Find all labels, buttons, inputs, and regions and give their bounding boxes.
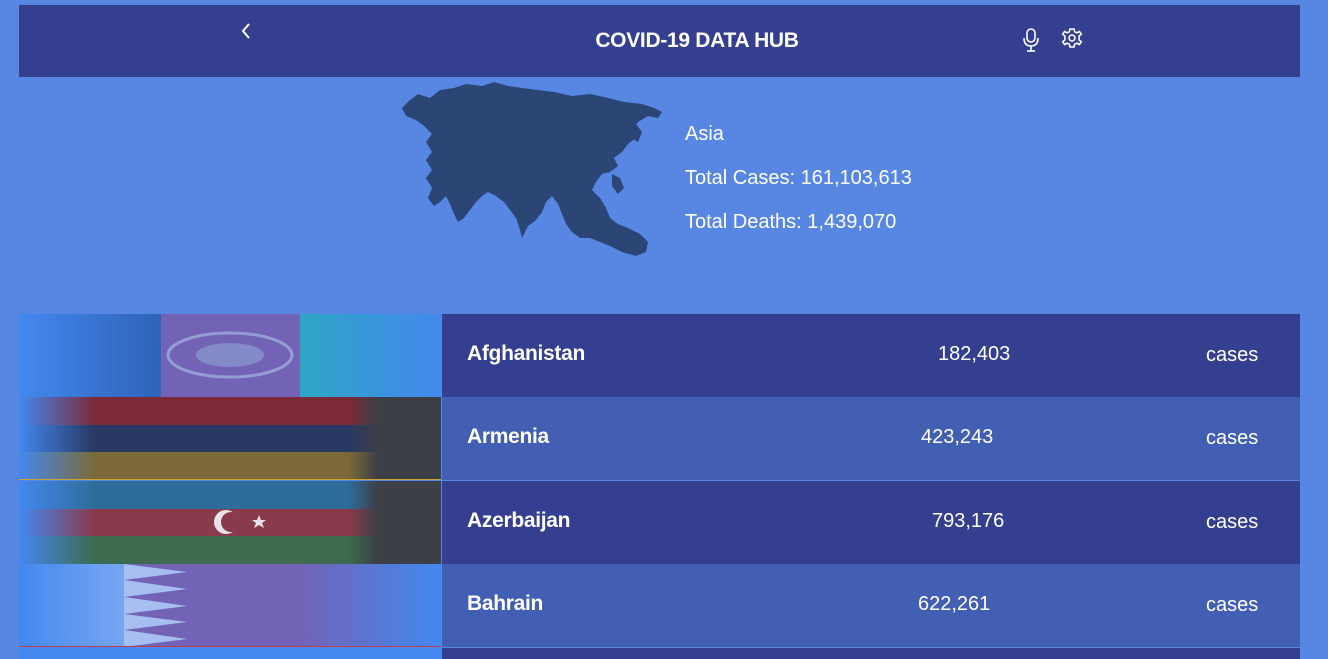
gear-icon <box>1061 28 1083 48</box>
flag-bahrain <box>19 564 441 647</box>
asia-map-icon <box>402 82 662 256</box>
country-info: Azerbaijan 793,176 cases <box>442 481 1300 564</box>
chevron-left-icon <box>241 23 250 39</box>
region-map <box>396 78 668 278</box>
microphone-icon <box>1023 28 1039 52</box>
country-row-bahrain[interactable]: Bahrain 622,261 cases <box>19 564 1300 647</box>
case-count: 423,243 <box>921 426 994 448</box>
country-row-azerbaijan[interactable]: Azerbaijan 793,176 cases <box>19 481 1300 564</box>
cases-label: cases <box>1206 511 1259 533</box>
country-row-afghanistan[interactable]: Afghanistan 182,403 cases <box>19 314 1300 397</box>
country-name: Afghanistan <box>467 342 586 365</box>
total-cases: Total Cases: 161,103,613 <box>685 167 912 189</box>
flag-azerbaijan <box>19 481 441 564</box>
total-deaths: Total Deaths: 1,439,070 <box>685 211 897 233</box>
flag-partial <box>19 648 441 659</box>
case-count: 622,261 <box>918 593 991 615</box>
region-summary: Asia Total Cases: 161,103,613 Total Deat… <box>685 112 912 244</box>
cases-label: cases <box>1206 594 1259 616</box>
case-count: 793,176 <box>932 510 1005 532</box>
cases-label: cases <box>1206 427 1259 449</box>
flag-afghanistan <box>19 314 441 397</box>
country-name: Bahrain <box>467 592 544 615</box>
country-row-armenia[interactable]: Armenia 423,243 cases <box>19 397 1300 480</box>
back-button[interactable] <box>237 19 257 43</box>
microphone-button[interactable] <box>1021 27 1041 53</box>
country-name: Armenia <box>467 425 549 448</box>
country-info <box>442 648 1300 659</box>
settings-button[interactable] <box>1061 27 1083 49</box>
country-info: Afghanistan 182,403 cases <box>442 314 1300 397</box>
country-info: Bahrain 622,261 cases <box>442 564 1300 647</box>
region-name: Asia <box>685 123 724 145</box>
country-name: Azerbaijan <box>467 509 571 532</box>
country-info: Armenia 423,243 cases <box>442 397 1300 480</box>
case-count: 182,403 <box>938 343 1011 365</box>
app-title: COVID-19 DATA HUB <box>595 29 799 52</box>
cases-label: cases <box>1206 344 1259 366</box>
country-row-partial[interactable] <box>19 648 1300 659</box>
flag-armenia <box>19 397 441 480</box>
app-header: COVID-19 DATA HUB <box>19 5 1300 77</box>
